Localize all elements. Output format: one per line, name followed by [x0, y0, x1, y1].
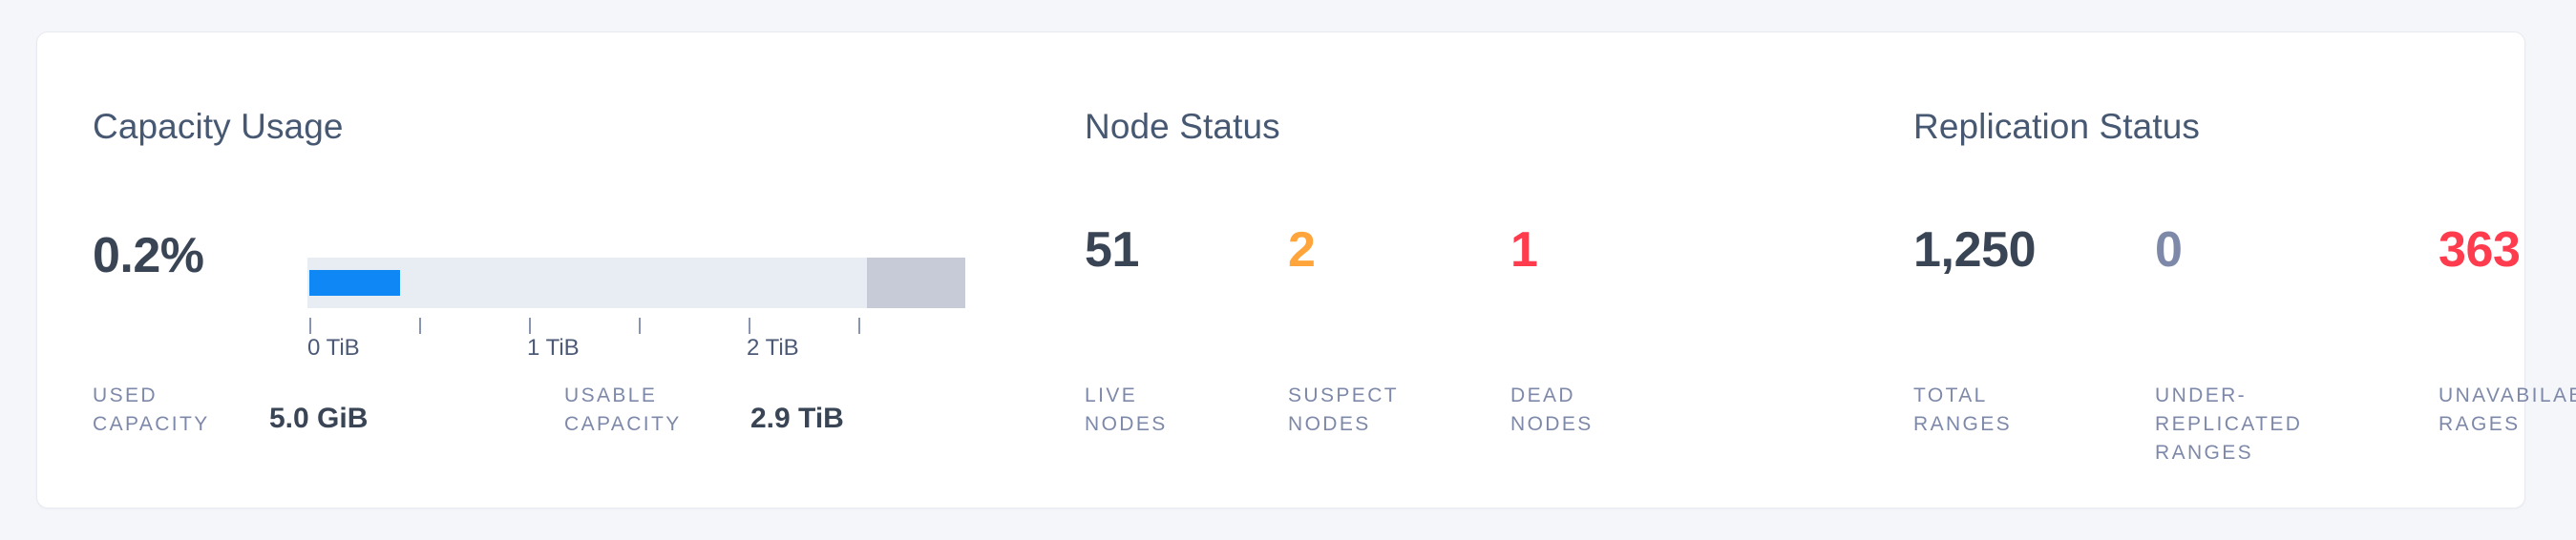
- capacity-bar-axis: 0 TiB 1 TiB 2 TiB: [307, 308, 965, 363]
- used-capacity-label: USED CAPACITY: [93, 384, 210, 435]
- used-capacity-value: 5.0 GiB: [269, 403, 369, 434]
- suspect-nodes-value: 2: [1288, 222, 1316, 278]
- live-nodes-label: LIVE NODES: [1085, 384, 1168, 435]
- axis-tick: [858, 318, 860, 334]
- total-ranges-label: TOTAL RANGES: [1913, 384, 2013, 435]
- node-status-title: Node Status: [1085, 107, 1280, 146]
- axis-tick: [749, 318, 750, 334]
- section-replication-status: Replication Status 1,250 TOTAL RANGES 0 …: [1913, 32, 2576, 508]
- dead-nodes-value: 1: [1510, 222, 1538, 278]
- axis-tick-label-2: 2 TiB: [747, 335, 799, 361]
- live-nodes-value: 51: [1085, 222, 1140, 278]
- replication-status-title: Replication Status: [1913, 107, 2201, 146]
- axis-tick: [309, 318, 311, 334]
- axis-tick: [419, 318, 421, 334]
- unavailable-ranges-value: 363: [2439, 222, 2521, 278]
- capacity-bar-reserve-segment: [867, 258, 965, 308]
- suspect-nodes-label: SUSPECT NODES: [1288, 384, 1399, 435]
- section-node-status: Node Status 51 LIVE NODES 2 SUSPECT NODE…: [1085, 32, 1696, 508]
- total-ranges-value: 1,250: [1913, 222, 2037, 278]
- section-capacity-usage: Capacity Usage 0.2% 0 TiB: [93, 32, 1057, 508]
- cluster-summary-card: Capacity Usage 0.2% 0 TiB: [36, 31, 2576, 509]
- capacity-bar-used-fill: [309, 270, 400, 296]
- axis-tick: [639, 318, 641, 334]
- axis-tick: [529, 318, 531, 334]
- dead-nodes-label: DEAD NODES: [1510, 384, 1594, 435]
- capacity-bar-chart: 0 TiB 1 TiB 2 TiB: [307, 258, 965, 363]
- capacity-bar-track: [307, 258, 965, 308]
- capacity-percent-value: 0.2%: [93, 228, 204, 283]
- axis-tick-label-0: 0 TiB: [307, 335, 360, 361]
- unavailable-ranges-label: UNAVABILABLE RAGES: [2439, 384, 2576, 435]
- capacity-stat-pairs: USED CAPACITY 5.0 GiB USABLE CAPACITY 2.…: [93, 382, 1057, 496]
- summary-sections: Capacity Usage 0.2% 0 TiB: [37, 32, 2576, 508]
- under-replicated-ranges-label: UNDER- REPLICATED RANGES: [2155, 384, 2303, 464]
- capacity-usage-title: Capacity Usage: [93, 107, 344, 146]
- axis-tick-label-1: 1 TiB: [527, 335, 580, 361]
- usable-capacity-label: USABLE CAPACITY: [564, 384, 682, 435]
- usable-capacity-value: 2.9 TiB: [750, 403, 844, 434]
- under-replicated-ranges-value: 0: [2155, 222, 2183, 278]
